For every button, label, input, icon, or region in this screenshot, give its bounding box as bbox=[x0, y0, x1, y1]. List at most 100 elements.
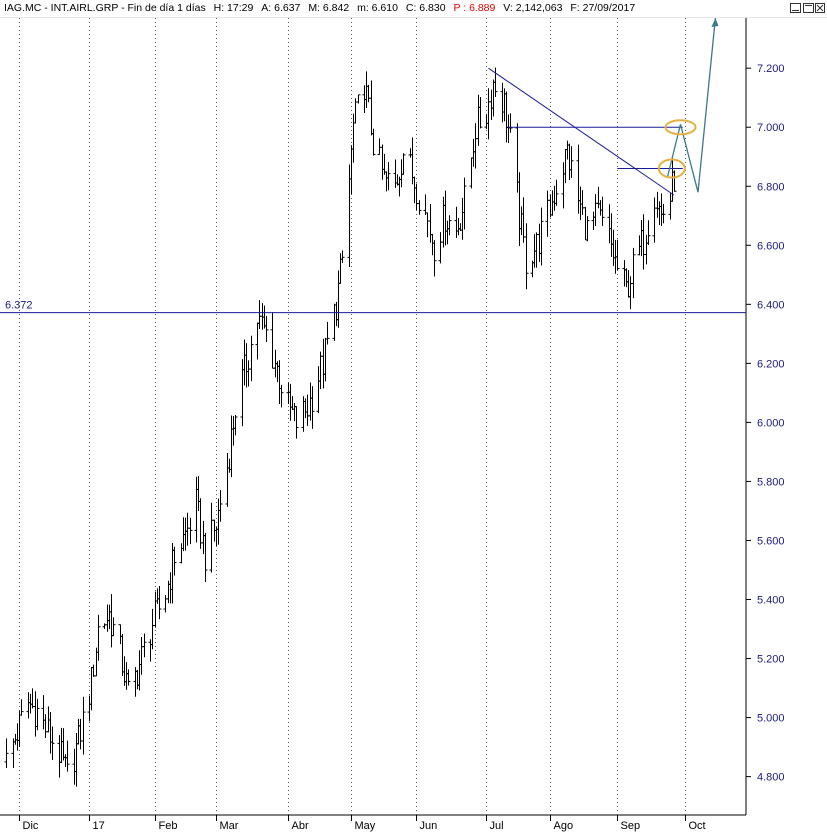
minimize-icon[interactable] bbox=[790, 3, 801, 13]
price-bar bbox=[305, 394, 310, 426]
price-bar bbox=[460, 197, 465, 240]
price-bar bbox=[172, 546, 177, 576]
price-bar bbox=[417, 200, 422, 215]
price-bar bbox=[504, 91, 509, 143]
y-tick-label: 5.600 bbox=[757, 535, 785, 547]
y-tick-label: 5.000 bbox=[757, 713, 785, 725]
price-bar bbox=[179, 543, 184, 564]
y-tick-label: 6.000 bbox=[757, 417, 785, 429]
price-bar bbox=[576, 144, 581, 214]
price-bar bbox=[628, 276, 633, 310]
price-bar bbox=[19, 699, 24, 716]
annotation-lines bbox=[0, 17, 746, 314]
price-bar bbox=[126, 669, 131, 686]
y-tick-label: 4.800 bbox=[757, 772, 785, 784]
price-bar bbox=[624, 268, 629, 288]
price-bar bbox=[323, 337, 328, 382]
price-bar bbox=[563, 148, 568, 184]
price-bar bbox=[203, 532, 208, 583]
price-bar bbox=[124, 662, 129, 690]
highlight-ellipse bbox=[664, 119, 697, 136]
price-bar bbox=[456, 218, 461, 236]
price-bar bbox=[275, 361, 280, 383]
price-bar bbox=[659, 193, 664, 227]
price-bar bbox=[102, 623, 107, 630]
header-p-value: P : 6.889 bbox=[453, 2, 496, 14]
price-bar bbox=[371, 128, 376, 156]
price-bar bbox=[386, 162, 391, 191]
close-icon[interactable] bbox=[815, 3, 825, 13]
price-bar bbox=[655, 191, 660, 218]
price-bar bbox=[260, 303, 265, 330]
price-bar bbox=[639, 219, 644, 257]
price-bar bbox=[255, 322, 260, 360]
y-tick-label: 6.800 bbox=[757, 181, 785, 193]
price-bar bbox=[135, 670, 140, 690]
price-bar bbox=[303, 398, 308, 419]
header-date: F: 27/09/2017 bbox=[570, 2, 636, 14]
header-high: M: 6.842 bbox=[308, 2, 350, 14]
price-bar bbox=[668, 193, 673, 220]
price-bar bbox=[380, 144, 385, 180]
price-bar bbox=[622, 260, 627, 287]
price-bar bbox=[637, 235, 642, 256]
price-bar bbox=[445, 220, 450, 245]
price-bar bbox=[454, 206, 459, 238]
price-bar bbox=[414, 183, 419, 211]
price-bar bbox=[469, 157, 474, 189]
x-tick-label: Jun bbox=[420, 820, 438, 832]
price-bar bbox=[168, 572, 173, 604]
x-tick-label: Abr bbox=[292, 820, 309, 832]
price-bar bbox=[294, 406, 299, 439]
price-bar bbox=[534, 232, 539, 268]
price-bar bbox=[349, 145, 354, 194]
price-bar bbox=[137, 650, 142, 691]
header-hour: H: 17:29 bbox=[213, 2, 254, 14]
price-bar bbox=[657, 201, 662, 226]
price-bar bbox=[198, 498, 203, 549]
price-bar bbox=[183, 517, 188, 551]
y-tick-label: 6.200 bbox=[757, 358, 785, 370]
x-axis: Dic 17 Feb Mar Abr May Jun Jul Ago Sep Oct bbox=[19, 815, 706, 832]
price-bar bbox=[41, 695, 46, 730]
price-bar bbox=[462, 177, 467, 230]
x-tick-label: Mar bbox=[220, 820, 239, 832]
price-bar bbox=[607, 204, 612, 244]
price-bar bbox=[257, 300, 262, 329]
price-bar bbox=[43, 714, 48, 738]
price-bar bbox=[17, 711, 22, 747]
price-bar bbox=[519, 206, 524, 236]
price-bar bbox=[447, 215, 452, 236]
price-bar bbox=[476, 94, 481, 146]
header-volume: V: 2,142,063 bbox=[503, 2, 563, 14]
price-bar bbox=[264, 316, 269, 342]
price-bar bbox=[107, 604, 112, 630]
price-bar bbox=[290, 396, 295, 411]
price-bar bbox=[423, 194, 428, 215]
price-bar bbox=[430, 233, 435, 256]
price-bar bbox=[111, 617, 116, 637]
price-bar bbox=[279, 384, 284, 408]
price-bar bbox=[393, 159, 398, 188]
price-bar bbox=[565, 140, 570, 160]
price-bar bbox=[310, 386, 315, 429]
price-bar bbox=[578, 186, 583, 221]
price-bar bbox=[46, 706, 51, 733]
restore-icon[interactable] bbox=[803, 3, 814, 13]
price-bar bbox=[537, 223, 542, 262]
price-bar bbox=[242, 339, 247, 386]
price-bar bbox=[334, 301, 339, 327]
trend-line bbox=[488, 67, 675, 196]
price-bar bbox=[484, 114, 489, 130]
x-tick-label: Sep bbox=[621, 820, 641, 832]
price-bar bbox=[26, 692, 31, 719]
price-bar bbox=[508, 113, 513, 133]
price-bar bbox=[652, 197, 657, 243]
price-bar bbox=[351, 113, 356, 163]
price-bar bbox=[583, 206, 588, 241]
y-tick-label: 7.200 bbox=[757, 63, 785, 75]
y-tick-label: 7.000 bbox=[757, 122, 785, 134]
projection-path bbox=[666, 17, 717, 193]
price-bar bbox=[72, 748, 77, 785]
